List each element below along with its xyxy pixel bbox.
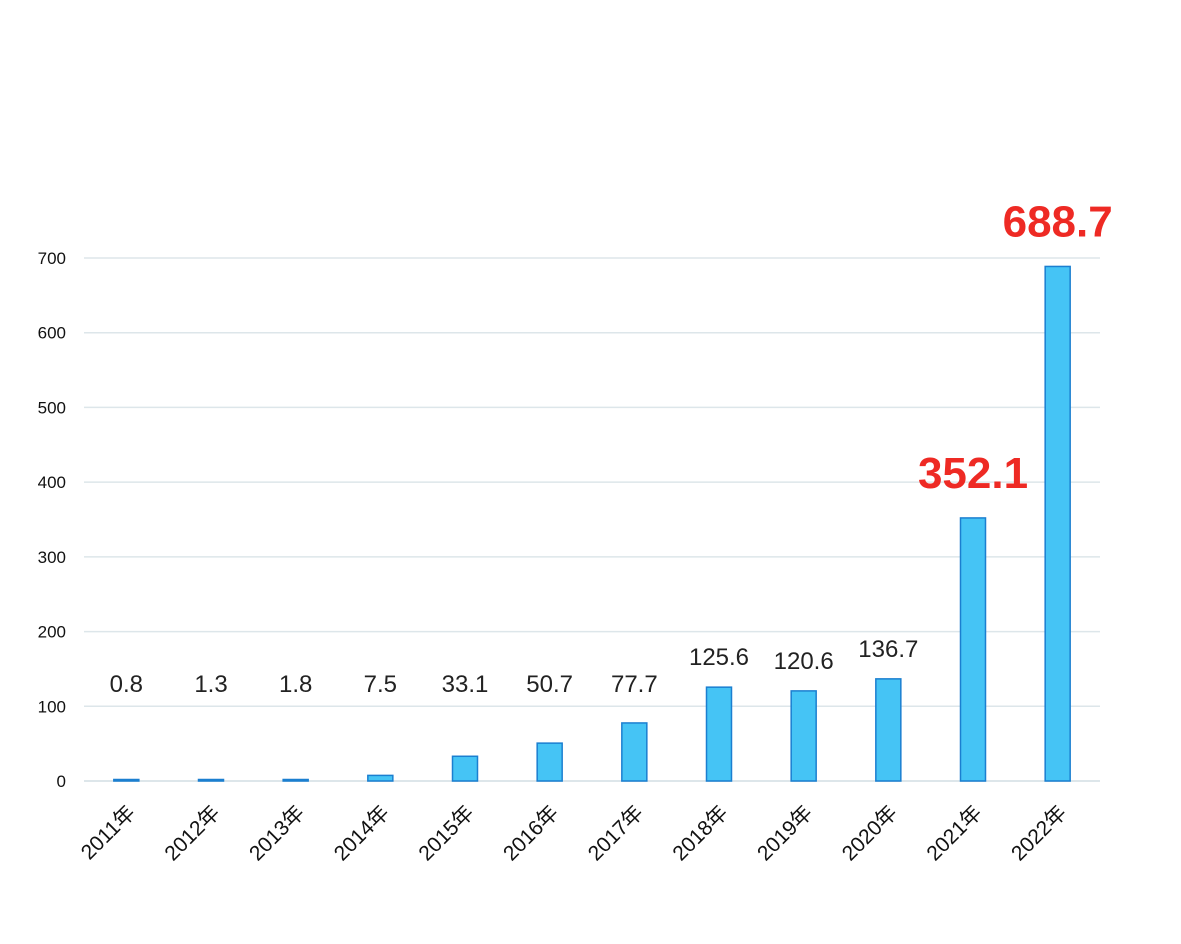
value-label: 1.8 [279,671,312,698]
y-tick-label: 300 [38,548,66,567]
y-tick-label: 700 [38,249,66,268]
bar [536,742,563,782]
value-labels: 0.8 1.3 1.8 7.5 33.1 50.7 77.7 125.6 120.6 136.7 3… [110,197,1113,698]
bar [113,778,140,782]
bar [451,755,479,782]
bar [282,778,309,782]
y-tick-label: 600 [38,324,66,343]
bar [621,722,648,782]
bar [367,774,394,782]
y-tick-label: 500 [38,398,66,417]
x-tick-label: 2016年 [499,801,563,865]
x-tick-label: 2018年 [668,801,732,865]
x-tick-label: 2017年 [584,801,648,865]
bar [1044,265,1071,782]
bar [959,517,987,782]
bar [875,678,902,782]
y-tick-label: 0 [57,772,66,791]
bar [197,778,225,782]
bars [113,265,1071,782]
bar [790,690,817,782]
value-label: 7.5 [364,671,397,698]
highlight-value-label: 688.7 [1003,197,1113,246]
value-label: 50.7 [526,671,573,698]
value-label: 0.8 [110,671,143,698]
value-label: 33.1 [442,671,489,698]
x-axis-ticks: 2011年 2012年 2013年 2014年 2015年 2016年 2017年 2018年… [77,801,1071,865]
x-tick-label: 2014年 [330,801,394,865]
value-label: 1.3 [194,671,227,698]
x-tick-label: 2013年 [245,801,309,865]
x-tick-label: 2020年 [838,801,902,865]
value-label: 77.7 [611,671,658,698]
highlight-value-label: 352.1 [918,449,1028,498]
value-label: 120.6 [774,648,834,675]
x-tick-label: 2012年 [160,801,224,865]
x-tick-label: 2021年 [922,801,986,865]
y-tick-label: 100 [38,697,66,716]
x-tick-label: 2015年 [414,801,478,865]
y-tick-label: 200 [38,623,66,642]
y-tick-label: 400 [38,473,66,492]
grid-lines [84,257,1100,782]
x-tick-label: 2022年 [1007,801,1071,865]
x-tick-label: 2011年 [77,801,140,864]
value-label: 125.6 [689,644,749,671]
value-label: 136.7 [858,636,918,663]
bar [705,686,733,782]
y-axis-ticks: 0 100 200 300 400 500 600 700 [38,249,66,791]
x-tick-label: 2019年 [753,801,817,865]
